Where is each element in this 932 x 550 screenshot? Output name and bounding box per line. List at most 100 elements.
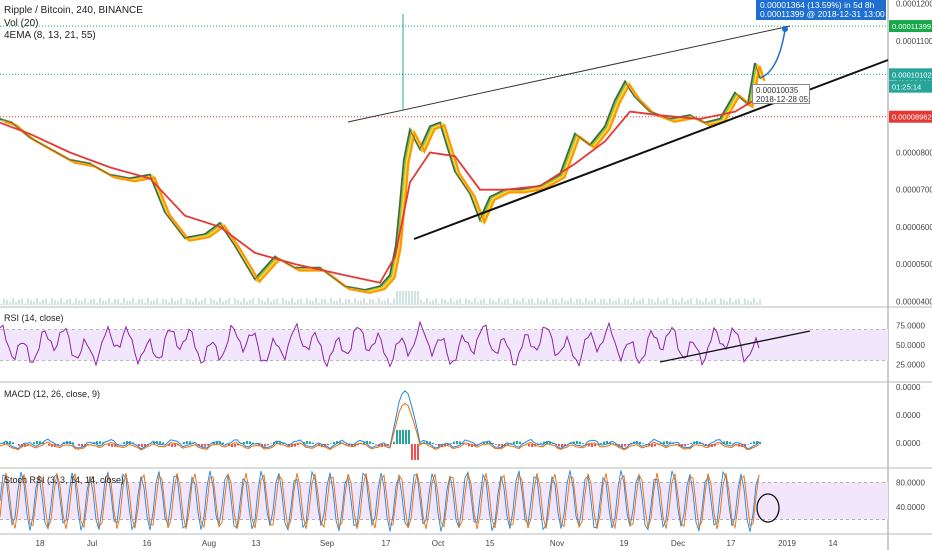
note-date: 2018-12-28 05:00 bbox=[756, 95, 809, 104]
forecast-point bbox=[782, 26, 788, 32]
macd-histogram-bar bbox=[663, 441, 665, 444]
macd-histogram-bar bbox=[345, 444, 347, 445]
volume-bar bbox=[27, 298, 29, 305]
volume-bar bbox=[711, 299, 713, 305]
volume-bar bbox=[378, 298, 380, 305]
macd-histogram-bar bbox=[468, 444, 470, 447]
macd-histogram-bar bbox=[48, 444, 50, 446]
volume-bar bbox=[531, 298, 533, 305]
volume-bar bbox=[342, 302, 344, 305]
macd-histogram-bar bbox=[375, 444, 377, 445]
volume-bar bbox=[684, 301, 686, 305]
volume-bar bbox=[135, 303, 137, 305]
volume-bar bbox=[627, 299, 629, 305]
rsi-tick-label: 25.0000 bbox=[896, 360, 925, 369]
macd-histogram-bar bbox=[606, 441, 608, 444]
macd-histogram-bar bbox=[276, 441, 278, 444]
volume-bar bbox=[597, 303, 599, 305]
volume-bar bbox=[438, 303, 440, 305]
macd-histogram-bar bbox=[159, 441, 161, 444]
x-tick-label: Nov bbox=[550, 539, 564, 548]
stoch-tick-label: 40.0000 bbox=[896, 503, 925, 512]
volume-bar bbox=[408, 291, 410, 305]
volume-bar bbox=[669, 303, 671, 305]
volume-bar bbox=[66, 299, 68, 305]
volume-bar bbox=[507, 298, 509, 305]
volume-bar bbox=[519, 301, 521, 305]
volume-bar bbox=[723, 299, 725, 305]
volume-bar bbox=[504, 299, 506, 305]
macd-histogram-bar bbox=[441, 444, 443, 447]
volume-bar bbox=[426, 298, 428, 305]
macd-histogram-bar bbox=[705, 444, 707, 446]
volume-bar bbox=[615, 300, 617, 305]
macd-histogram-bar bbox=[591, 444, 593, 447]
macd-histogram-bar bbox=[213, 441, 215, 444]
macd-histogram-bar bbox=[642, 443, 644, 444]
macd-histogram-bar bbox=[93, 442, 95, 444]
macd-histogram-bar bbox=[279, 441, 281, 444]
x-tick-label: Oct bbox=[432, 539, 445, 548]
macd-histogram-bar bbox=[624, 444, 626, 447]
volume-bar bbox=[486, 303, 488, 305]
macd-histogram-bar bbox=[693, 441, 695, 444]
macd-histogram-bar bbox=[726, 441, 728, 444]
volume-bar bbox=[312, 300, 314, 305]
volume-bar bbox=[213, 299, 215, 305]
volume-bar bbox=[636, 301, 638, 305]
stoch-circle-annotation bbox=[756, 493, 780, 523]
macd-histogram-bar bbox=[39, 441, 41, 444]
volume-bar bbox=[405, 291, 407, 305]
volume-bar bbox=[309, 300, 311, 305]
volume-bar bbox=[522, 298, 524, 305]
volume-bar bbox=[30, 299, 32, 305]
x-tick-label: 17 bbox=[382, 539, 391, 548]
volume-bar bbox=[450, 298, 452, 305]
volume-bar bbox=[621, 303, 623, 305]
volume-bar bbox=[624, 298, 626, 305]
volume-bar bbox=[444, 299, 446, 305]
volume-bar bbox=[177, 300, 179, 305]
macd-histogram-bar bbox=[33, 442, 35, 444]
macd-histogram-bar bbox=[189, 441, 191, 444]
x-tick-label: 13 bbox=[252, 539, 261, 548]
volume-bar bbox=[744, 298, 746, 305]
volume-bar bbox=[648, 298, 650, 305]
volume-bar bbox=[591, 300, 593, 305]
volume-bar bbox=[69, 298, 71, 305]
volume-bar bbox=[156, 298, 158, 305]
volume-bar bbox=[540, 300, 542, 305]
volume-bar bbox=[552, 299, 554, 305]
macd-histogram-bar bbox=[540, 443, 542, 444]
macd-histogram-bar bbox=[114, 444, 116, 447]
volume-bar bbox=[84, 298, 86, 305]
macd-histogram-bar bbox=[543, 441, 545, 444]
macd-histogram-bar bbox=[414, 444, 416, 460]
volume-bar bbox=[708, 301, 710, 305]
volume-bar bbox=[576, 299, 578, 305]
volume-bar bbox=[441, 298, 443, 305]
macd-histogram-bar bbox=[78, 444, 80, 446]
volume-bar bbox=[132, 298, 134, 305]
volume-bar bbox=[81, 300, 83, 305]
volume-bar bbox=[303, 303, 305, 305]
volume-bar bbox=[717, 303, 719, 305]
volume-bar bbox=[396, 291, 398, 305]
volume-bar bbox=[267, 298, 269, 305]
x-tick-label: Sep bbox=[320, 539, 335, 548]
volume-bar bbox=[12, 298, 14, 305]
volume-bar bbox=[399, 291, 401, 305]
volume-bar bbox=[735, 299, 737, 305]
macd-histogram-bar bbox=[573, 441, 575, 444]
price-tag bbox=[889, 68, 932, 81]
volume-bar bbox=[720, 298, 722, 305]
macd-histogram-bar bbox=[561, 444, 563, 447]
price-tag bbox=[889, 20, 932, 33]
macd-histogram-bar bbox=[321, 444, 323, 447]
volume-bar bbox=[285, 300, 287, 305]
macd-histogram-bar bbox=[690, 442, 692, 444]
macd-histogram-bar bbox=[138, 444, 140, 446]
